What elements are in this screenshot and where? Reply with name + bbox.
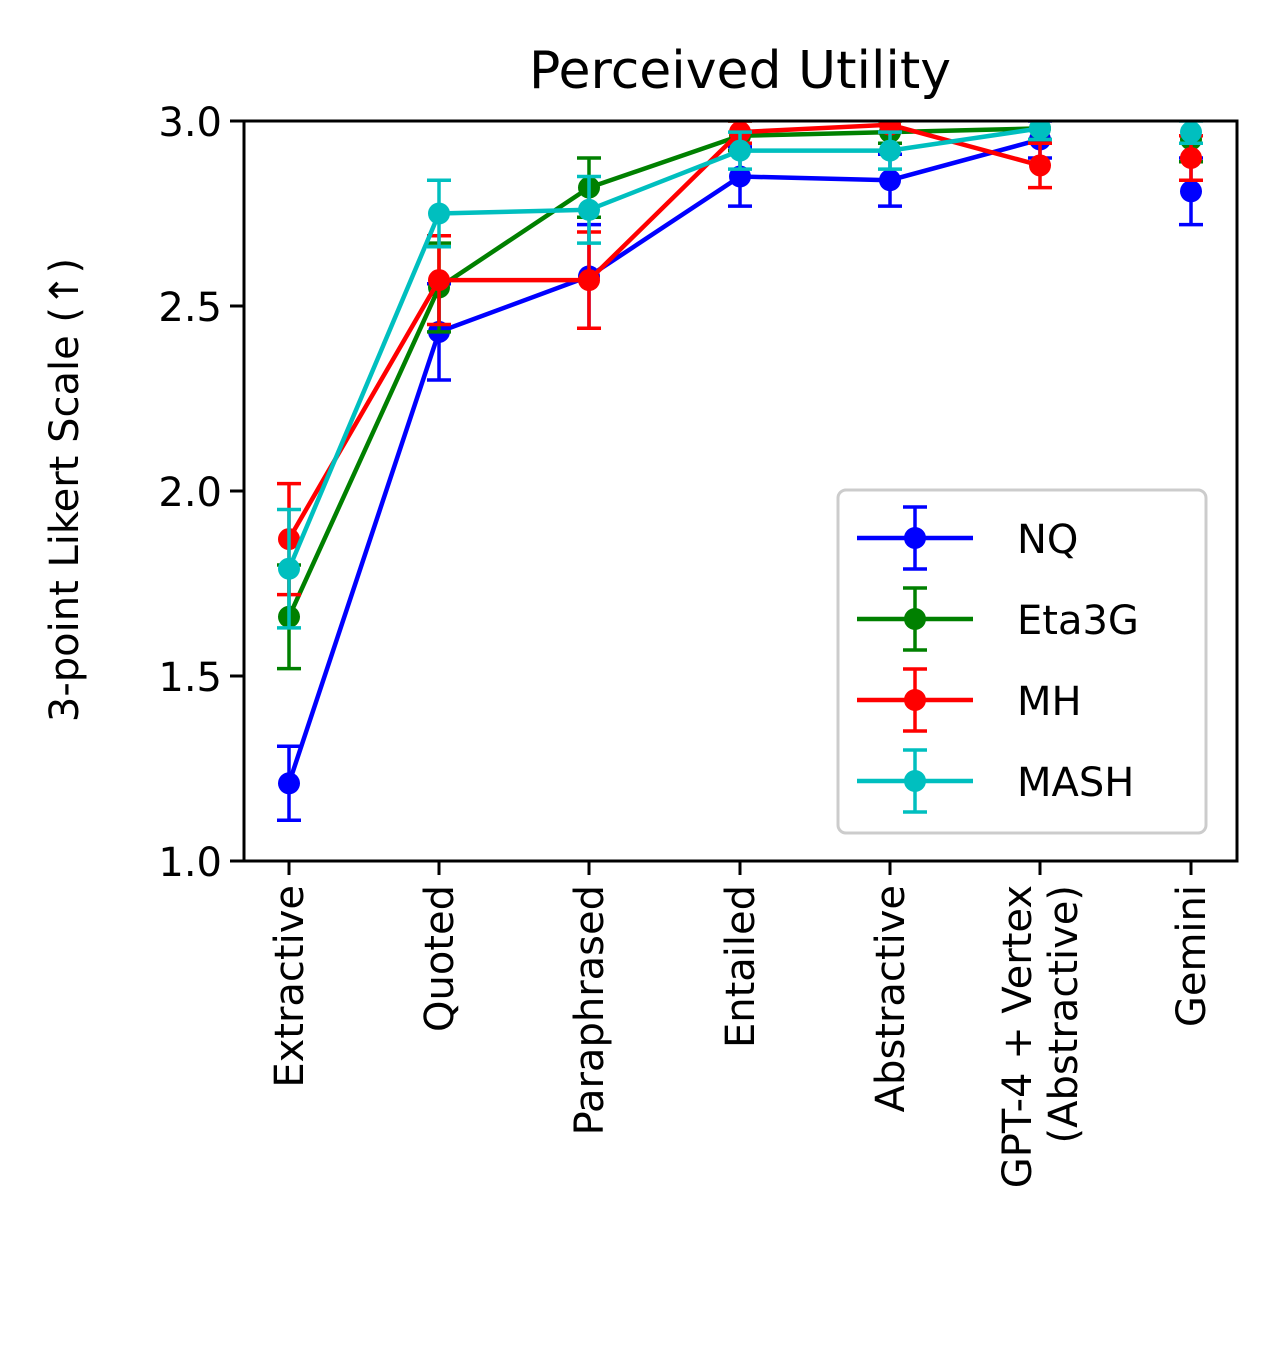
legend-label: MASH [1017,760,1134,806]
legend-marker [904,689,926,711]
data-point [1029,154,1051,177]
legend-marker [904,608,926,630]
data-point [278,557,300,580]
x-tick-label: Gemini [1169,885,1215,1027]
y-axis-label: 3-point Likert Scale (↑) [42,258,88,722]
data-point [729,165,751,188]
data-point [278,772,300,795]
x-tick-label: Extractive [267,885,313,1088]
x-tick-label: Entailed [718,885,764,1048]
legend: NQ Eta3G MH MASH [836,488,1208,835]
series-line [286,126,1041,570]
axis-layer: 1.0 1.5 2.0 2.5 3.0 Extractive Quoted Paraphras… [158,100,1215,1188]
legend-label: Eta3G [1017,598,1139,644]
data-point [879,139,901,162]
data-point [428,202,450,225]
legend-entry: MH [857,667,1082,733]
series-layer [277,121,1203,823]
legend-box [836,488,1208,835]
series-mash [277,121,1203,630]
x-tick-label: Paraphrased [567,885,613,1135]
legend-entry: NQ [857,505,1078,571]
legend-marker [904,527,926,549]
data-point [729,139,751,162]
legend-marker [904,770,926,792]
data-point [578,269,600,292]
y-tick-label: 1.0 [158,840,222,886]
y-tick-label: 1.5 [158,655,222,701]
chart-title: Perceived Utility [529,41,951,101]
x-tick-label: Abstractive [868,885,914,1112]
data-point [428,269,450,292]
series-line [287,122,1041,541]
y-tick-label: 2.5 [158,285,222,331]
data-point [1029,121,1051,140]
legend-label: MH [1017,679,1082,725]
data-point [578,198,600,221]
data-point [1180,121,1202,144]
y-tick-label: 2.0 [158,470,222,516]
y-tick-label: 3.0 [158,100,222,146]
data-point [1180,180,1202,203]
data-point [879,169,901,192]
legend-label: NQ [1017,517,1078,563]
series-line [286,137,1041,785]
x-tick-label: Quoted [417,885,463,1032]
legend-entry: Eta3G [857,586,1139,652]
legend-entry: MASH [857,748,1134,814]
x-tick-label: GPT-4 + Vertex(Abstractive) [995,885,1087,1188]
data-point [1180,147,1202,169]
